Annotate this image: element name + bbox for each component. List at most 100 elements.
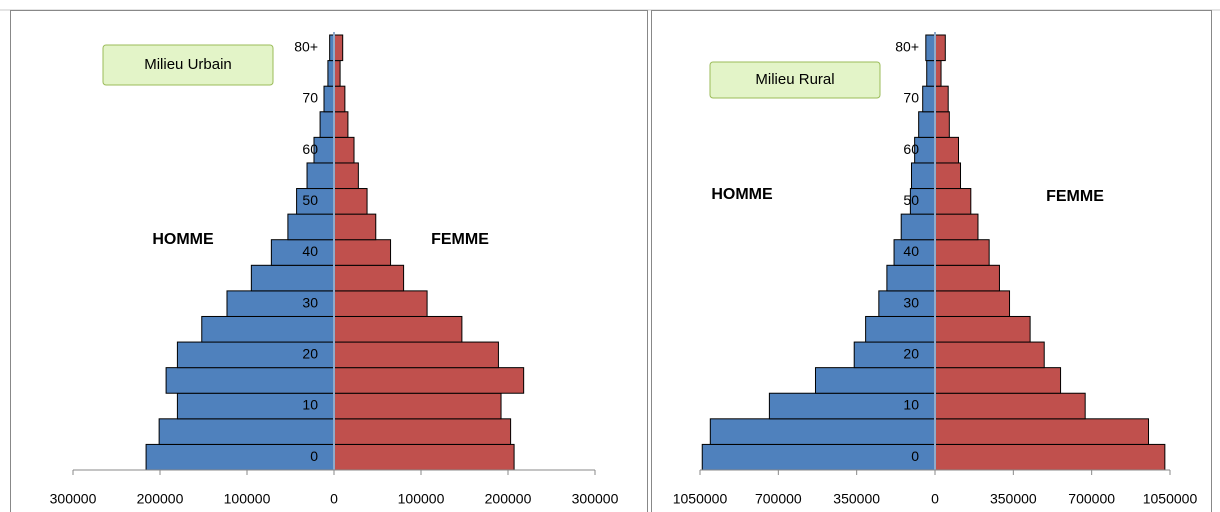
bar (934, 315, 1031, 343)
x-tick-label: 350000 (833, 491, 880, 507)
y-tick-label: 0 (310, 448, 318, 464)
title-box (102, 44, 274, 86)
right-panel (651, 10, 1212, 512)
left-panel (10, 10, 648, 512)
bar (768, 392, 936, 420)
x-tick-label: 1050000 (673, 491, 728, 507)
x-tick-label: 0 (931, 491, 939, 507)
bar (709, 418, 936, 445)
x-tick-label: 700000 (755, 491, 802, 507)
bar (878, 290, 936, 317)
bar (333, 367, 525, 394)
bar (934, 111, 950, 138)
bar (333, 264, 405, 292)
bar (934, 367, 1062, 394)
bar (270, 239, 335, 266)
bar (934, 34, 946, 62)
bar (333, 85, 346, 113)
bar (911, 162, 936, 190)
bar (333, 315, 463, 343)
bar (250, 264, 335, 292)
y-tick-label: 0 (911, 448, 919, 464)
y-tick-label: 40 (903, 243, 919, 259)
bar (333, 418, 512, 445)
bar (333, 239, 392, 266)
x-tick-label: 0 (330, 491, 338, 507)
series-label: HOMME (152, 231, 214, 248)
series-label: FEMME (431, 231, 489, 248)
y-tick-label: 60 (302, 141, 318, 157)
bar (201, 315, 335, 343)
bar (934, 418, 1150, 445)
bar (918, 111, 936, 138)
series-label: HOMME (711, 186, 773, 203)
y-tick-label: 50 (302, 192, 318, 208)
bar (934, 162, 962, 190)
bar (158, 418, 335, 445)
x-tick-label: 100000 (398, 491, 445, 507)
y-tick-label: 70 (302, 90, 318, 106)
x-tick-label: 700000 (1068, 491, 1115, 507)
y-tick-label: 30 (903, 294, 919, 310)
bar (333, 34, 344, 62)
x-tick-label: 350000 (990, 491, 1037, 507)
bar (814, 367, 936, 394)
bar (323, 85, 335, 113)
bar (176, 392, 335, 420)
y-tick-label: 80+ (294, 38, 318, 54)
y-tick-label: 60 (903, 141, 919, 157)
bar (934, 290, 1011, 317)
bar (333, 213, 377, 241)
x-tick-label: 300000 (572, 491, 619, 507)
x-tick-label: 100000 (224, 491, 271, 507)
y-tick-label: 10 (302, 397, 318, 413)
bar (934, 213, 979, 241)
bar (934, 443, 1166, 471)
bar (165, 367, 335, 394)
bar (925, 34, 936, 62)
bar (145, 443, 335, 471)
bar (333, 136, 355, 164)
bar (934, 85, 949, 113)
y-tick-label: 70 (903, 90, 919, 106)
title-box (709, 61, 881, 99)
x-tick-label: 200000 (485, 491, 532, 507)
bar (934, 239, 990, 266)
chart-title: Milieu Urbain (144, 56, 232, 73)
x-tick-label: 200000 (137, 491, 184, 507)
bar (333, 188, 368, 215)
y-tick-label: 30 (302, 294, 318, 310)
bar (306, 162, 335, 190)
x-tick-label: 1050000 (1143, 491, 1198, 507)
bar (333, 111, 349, 138)
y-tick-label: 40 (302, 243, 318, 259)
x-tick-label: 300000 (50, 491, 97, 507)
bar (226, 290, 335, 317)
chart-title: Milieu Rural (755, 71, 834, 88)
bar (701, 443, 936, 471)
bar (922, 85, 936, 113)
y-tick-label: 20 (903, 346, 919, 362)
bar (333, 392, 502, 420)
bar (934, 188, 972, 215)
bar (287, 213, 335, 241)
bar (934, 392, 1086, 420)
y-tick-label: 50 (903, 192, 919, 208)
y-tick-label: 10 (903, 397, 919, 413)
bar (893, 239, 936, 266)
bar (934, 264, 1000, 292)
y-tick-label: 20 (302, 346, 318, 362)
bar (934, 136, 959, 164)
bar (865, 315, 936, 343)
bar (900, 213, 936, 241)
bar (333, 290, 428, 317)
bar (926, 60, 936, 87)
bar (333, 443, 515, 471)
bar (333, 162, 359, 190)
bar (333, 341, 499, 369)
bar (853, 341, 936, 369)
bar (319, 111, 335, 138)
bar (934, 341, 1045, 369)
bar (886, 264, 936, 292)
